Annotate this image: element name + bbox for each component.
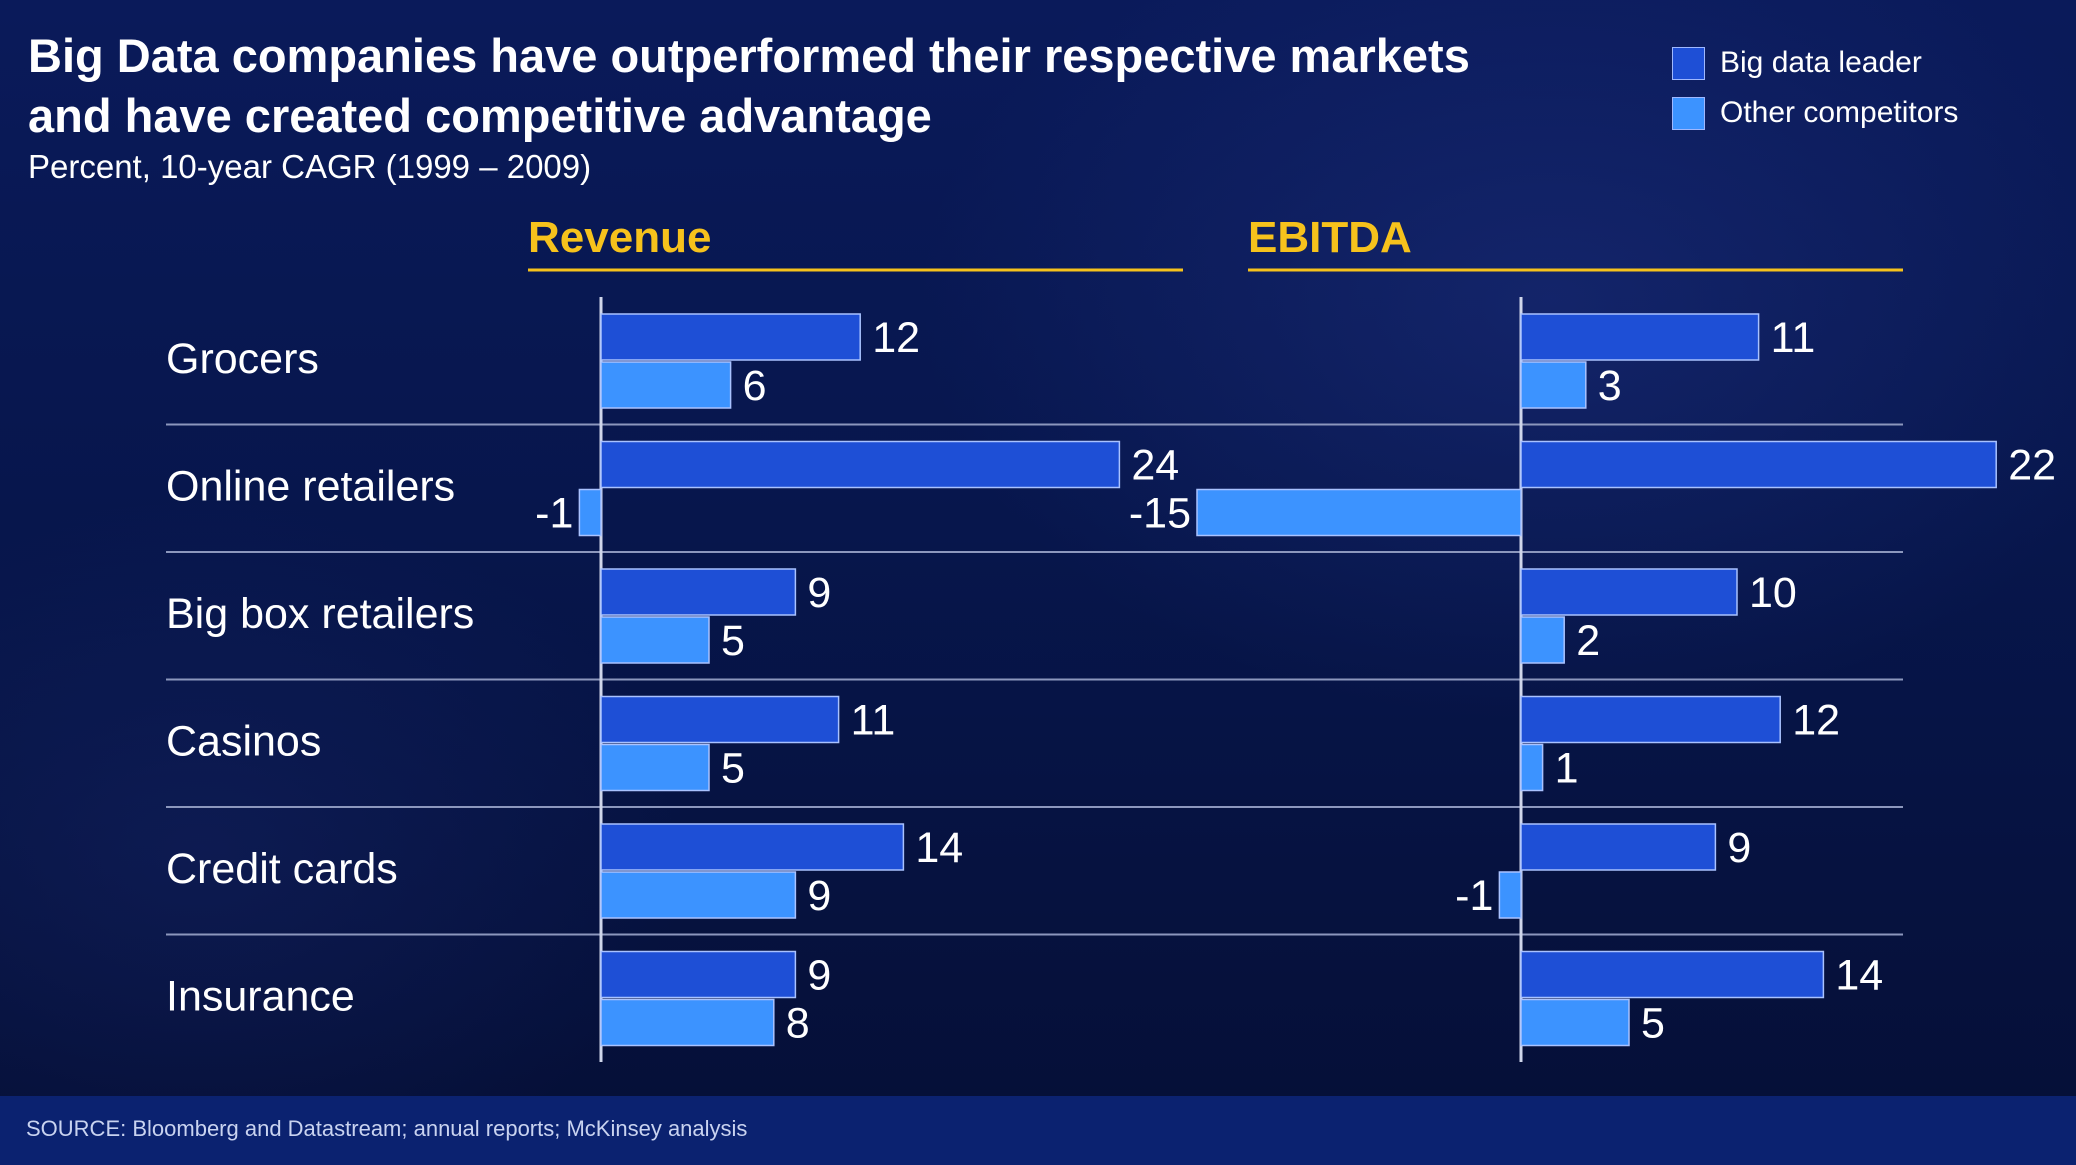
bar-revenue-leader-grocers: [600, 313, 861, 361]
bar-revenue-leader-credit-cards: [600, 823, 905, 871]
data-label-ebitda-competitors-credit-cards: -1: [1455, 872, 1493, 920]
data-label-revenue-leader-online-retailers: 24: [1131, 442, 1179, 490]
bar-ebitda-leader-big-box-retailers: [1520, 568, 1738, 616]
data-label-revenue-competitors-credit-cards: 9: [807, 872, 831, 920]
data-label-ebitda-competitors-grocers: 3: [1598, 362, 1622, 410]
bar-chart: Grocers Online retailers Big box retailers…: [166, 213, 2056, 1062]
data-label-revenue-competitors-online-retailers: -1: [535, 490, 573, 538]
data-label-ebitda-leader-casinos: 12: [1792, 697, 1840, 745]
data-label-ebitda-leader-big-box-retailers: 10: [1749, 569, 1797, 617]
bar-revenue-leader-big-box-retailers: [600, 568, 797, 616]
bar-revenue-leader-online-retailers: [600, 440, 1121, 489]
bar-revenue-competitors-grocers: [600, 361, 732, 409]
bar-revenue-competitors-insurance: [600, 998, 775, 1047]
bar-ebitda-leader-online-retailers: [1520, 440, 1997, 489]
bar-revenue-leader-casinos: [600, 695, 840, 744]
category-label-online-retailers: Online retailers: [166, 462, 455, 510]
data-label-revenue-competitors-big-box-retailers: 5: [721, 617, 745, 665]
data-label-revenue-competitors-insurance: 8: [786, 1000, 810, 1048]
category-label-big-box-retailers: Big box retailers: [166, 590, 474, 638]
data-label-ebitda-leader-online-retailers: 22: [2008, 442, 2056, 490]
category-label-insurance: Insurance: [166, 972, 355, 1020]
panel-title-revenue: Revenue: [528, 213, 711, 262]
data-label-ebitda-competitors-insurance: 5: [1641, 1000, 1665, 1048]
chart-subtitle: Percent, 10-year CAGR (1999 – 2009): [28, 148, 592, 185]
title-line-1: Big Data companies have outperformed the…: [28, 29, 1470, 82]
legend-item-leader: Big data leader: [1672, 38, 1958, 88]
data-label-ebitda-competitors-big-box-retailers: 2: [1576, 617, 1600, 665]
data-label-revenue-competitors-casinos: 5: [721, 745, 745, 793]
bar-ebitda-competitors-insurance: [1520, 998, 1630, 1047]
data-label-revenue-leader-insurance: 9: [807, 952, 831, 1000]
legend-item-competitors: Other competitors: [1672, 88, 1958, 138]
footer: SOURCE: Bloomberg and Datastream; annual…: [0, 1096, 2076, 1165]
bar-ebitda-competitors-big-box-retailers: [1520, 616, 1565, 664]
data-label-revenue-leader-casinos: 11: [851, 697, 896, 745]
data-label-ebitda-competitors-online-retailers: -15: [1129, 490, 1191, 538]
bar-ebitda-leader-grocers: [1520, 313, 1760, 361]
data-label-ebitda-leader-credit-cards: 9: [1727, 824, 1751, 872]
bar-ebitda-competitors-grocers: [1520, 361, 1587, 409]
bar-revenue-leader-insurance: [600, 950, 797, 999]
bar-revenue-competitors-credit-cards: [600, 871, 797, 919]
bar-ebitda-competitors-casinos: [1520, 743, 1544, 792]
data-label-revenue-leader-credit-cards: 14: [915, 824, 963, 872]
data-label-ebitda-leader-grocers: 11: [1771, 314, 1816, 362]
chart-title: Big Data companies have outperformed the…: [28, 26, 1628, 146]
data-label-ebitda-leader-insurance: 14: [1835, 952, 1883, 1000]
legend-label-leader: Big data leader: [1720, 46, 1922, 79]
title-line-2: and have created competitive advantage: [28, 89, 932, 142]
legend-swatch-leader: [1672, 46, 1705, 80]
bar-revenue-competitors-big-box-retailers: [600, 616, 710, 664]
data-label-revenue-leader-grocers: 12: [872, 314, 920, 362]
source-note: SOURCE: Bloomberg and Datastream; annual…: [26, 1116, 748, 1141]
data-label-ebitda-competitors-casinos: 1: [1555, 745, 1579, 793]
bar-ebitda-leader-insurance: [1520, 950, 1825, 999]
bar-ebitda-leader-credit-cards: [1520, 823, 1717, 871]
bar-ebitda-competitors-credit-cards: [1498, 871, 1522, 919]
panel-title-ebitda: EBITDA: [1248, 213, 1412, 262]
category-label-casinos: Casinos: [166, 717, 321, 765]
category-label-grocers: Grocers: [166, 335, 319, 383]
legend: Big data leader Other competitors: [1672, 38, 1958, 138]
legend-swatch-competitors: [1672, 96, 1705, 130]
data-label-revenue-competitors-grocers: 6: [743, 362, 767, 410]
data-label-revenue-leader-big-box-retailers: 9: [807, 569, 831, 617]
legend-label-competitors: Other competitors: [1720, 96, 1959, 129]
bar-revenue-competitors-online-retailers: [578, 488, 602, 537]
category-label-credit-cards: Credit cards: [166, 845, 398, 893]
bar-ebitda-competitors-online-retailers: [1196, 488, 1522, 537]
bar-revenue-competitors-casinos: [600, 743, 710, 792]
bar-ebitda-leader-casinos: [1520, 695, 1781, 744]
